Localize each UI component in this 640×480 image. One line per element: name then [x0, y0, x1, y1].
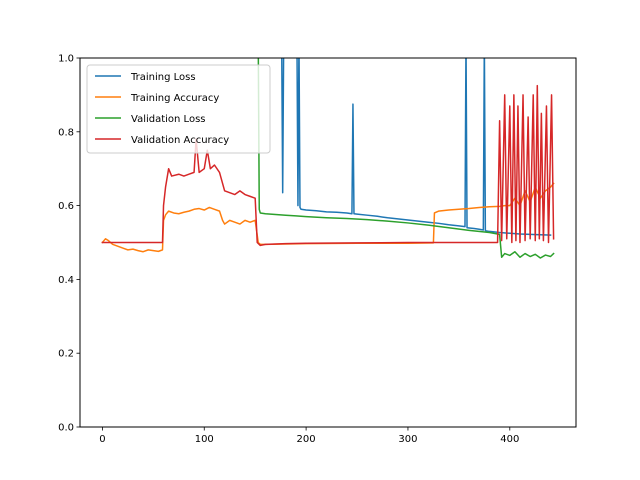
x-tick-label: 200 — [297, 434, 316, 445]
series-line-3 — [101, 84, 555, 247]
y-tick-label: 0.4 — [58, 275, 74, 286]
legend: Training Loss Training Accuracy Validation… — [86, 64, 271, 154]
series-line-2 — [257, 58, 555, 259]
legend-box — [86, 64, 271, 154]
series-line-1 — [101, 182, 555, 253]
x-tick-label: 300 — [398, 434, 417, 445]
x-tick-label: 100 — [195, 434, 214, 445]
series-layer — [101, 58, 555, 259]
x-tick-label: 0 — [99, 434, 105, 445]
x-axis: 0 100 200 300 400 — [99, 427, 519, 445]
y-tick-label: 0.6 — [58, 201, 74, 212]
y-axis: 0.0 0.2 0.4 0.6 0.8 1.0 — [58, 54, 80, 434]
legend-label-3: Validation Accuracy — [131, 135, 229, 146]
y-tick-label: 0.2 — [58, 349, 74, 360]
x-tick-label: 400 — [500, 434, 519, 445]
plot-frame — [79, 57, 577, 428]
y-tick-label: 1.0 — [58, 54, 74, 65]
legend-label-2: Validation Loss — [131, 114, 206, 125]
y-tick-label: 0.8 — [58, 127, 74, 138]
legend-label-1: Training Accuracy — [130, 93, 219, 104]
y-tick-label: 0.0 — [58, 423, 74, 434]
series-line-0 — [281, 58, 552, 236]
legend-label-0: Training Loss — [130, 72, 196, 83]
